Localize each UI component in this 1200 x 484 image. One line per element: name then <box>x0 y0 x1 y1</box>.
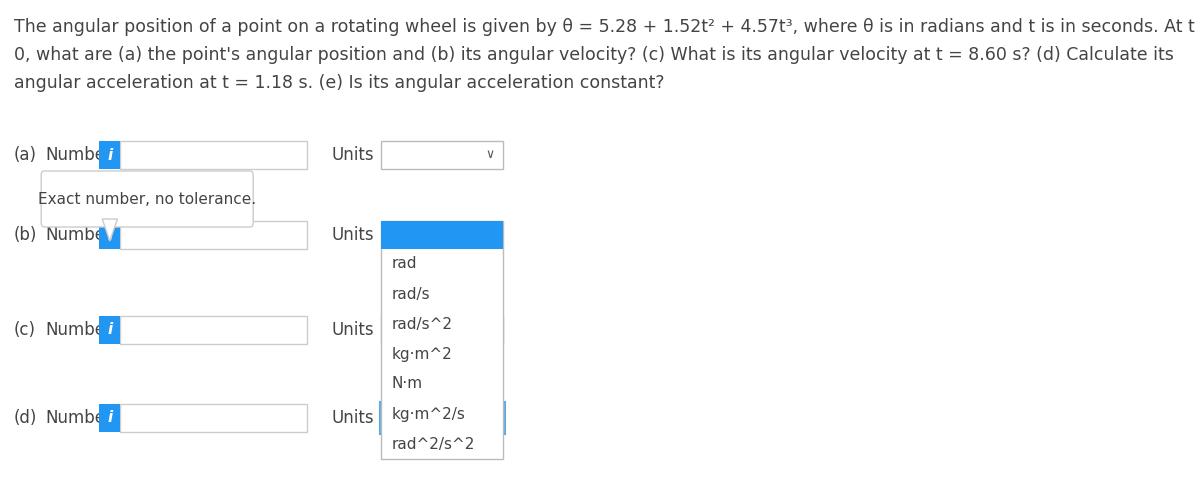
Text: kg·m^2/s: kg·m^2/s <box>392 407 466 422</box>
Polygon shape <box>102 219 118 241</box>
Text: rad^2/s^2: rad^2/s^2 <box>392 437 475 452</box>
Text: (a): (a) <box>13 146 37 164</box>
FancyBboxPatch shape <box>382 316 503 344</box>
FancyBboxPatch shape <box>382 141 503 169</box>
FancyBboxPatch shape <box>100 221 120 249</box>
Text: N·m: N·m <box>392 377 424 392</box>
FancyBboxPatch shape <box>120 221 307 249</box>
Text: Units: Units <box>331 409 374 427</box>
Text: Units: Units <box>331 146 374 164</box>
Text: (b): (b) <box>13 226 37 244</box>
Text: 0, what are (a) the point's angular position and (b) its angular velocity? (c) W: 0, what are (a) the point's angular posi… <box>13 46 1174 64</box>
Text: i: i <box>107 322 113 337</box>
Text: i: i <box>107 227 113 242</box>
FancyBboxPatch shape <box>41 171 253 227</box>
Text: (d): (d) <box>13 409 37 427</box>
Text: rad: rad <box>392 257 418 272</box>
Text: ∨: ∨ <box>485 149 494 162</box>
Text: Units: Units <box>331 321 374 339</box>
Text: The angular position of a point on a rotating wheel is given by θ = 5.28 + 1.52t: The angular position of a point on a rot… <box>13 18 1200 36</box>
Text: rad/s: rad/s <box>392 287 431 302</box>
FancyBboxPatch shape <box>46 177 252 225</box>
FancyBboxPatch shape <box>100 404 120 432</box>
Text: Number: Number <box>46 226 113 244</box>
FancyBboxPatch shape <box>100 141 120 169</box>
FancyBboxPatch shape <box>120 316 307 344</box>
FancyBboxPatch shape <box>382 404 503 432</box>
Text: angular acceleration at t = 1.18 s. (e) Is its angular acceleration constant?: angular acceleration at t = 1.18 s. (e) … <box>13 74 665 92</box>
Text: (c): (c) <box>13 321 36 339</box>
Text: Number: Number <box>46 409 113 427</box>
FancyBboxPatch shape <box>120 141 307 169</box>
Text: ∨: ∨ <box>485 323 494 336</box>
Text: i: i <box>107 148 113 163</box>
FancyBboxPatch shape <box>100 316 120 344</box>
Text: kg·m^2: kg·m^2 <box>392 347 452 362</box>
Text: rad/s^2: rad/s^2 <box>392 317 452 332</box>
FancyBboxPatch shape <box>382 221 503 249</box>
Text: Number: Number <box>46 146 113 164</box>
FancyBboxPatch shape <box>120 404 307 432</box>
Text: i: i <box>107 410 113 425</box>
Text: Units: Units <box>331 226 374 244</box>
Text: Exact number, no tolerance.: Exact number, no tolerance. <box>38 192 257 207</box>
Text: ∨: ∨ <box>485 411 494 424</box>
Text: Number: Number <box>46 321 113 339</box>
FancyBboxPatch shape <box>382 221 503 459</box>
